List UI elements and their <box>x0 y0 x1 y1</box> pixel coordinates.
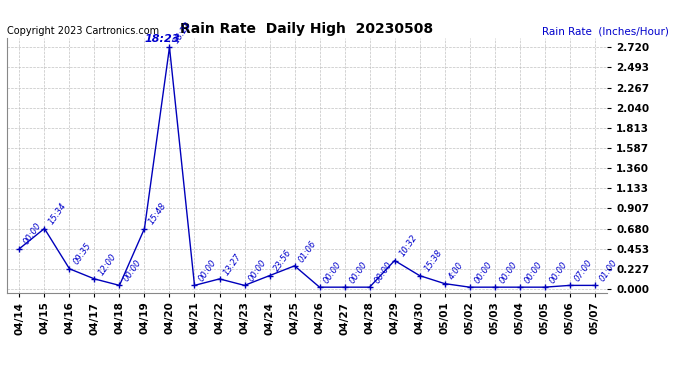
Text: Rain Rate  (Inches/Hour): Rain Rate (Inches/Hour) <box>542 26 669 36</box>
Text: 4:00: 4:00 <box>447 261 466 282</box>
Text: 12:00: 12:00 <box>97 252 119 277</box>
Text: 00:00: 00:00 <box>247 258 268 283</box>
Text: 13:27: 13:27 <box>222 252 244 277</box>
Text: 09:35: 09:35 <box>72 242 94 267</box>
Text: 10:32: 10:32 <box>397 233 419 258</box>
Text: 15:48: 15:48 <box>147 201 168 226</box>
Text: 00:00: 00:00 <box>547 260 569 285</box>
Text: 23:56: 23:56 <box>273 248 294 273</box>
Title: Rain Rate  Daily High  20230508: Rain Rate Daily High 20230508 <box>181 22 433 36</box>
Text: 00:00: 00:00 <box>22 221 43 246</box>
Text: 00:00: 00:00 <box>197 258 219 283</box>
Text: 00:00: 00:00 <box>522 260 544 285</box>
Text: 00:00: 00:00 <box>347 260 368 285</box>
Text: 01:06: 01:06 <box>297 238 319 264</box>
Text: 15:34: 15:34 <box>47 201 68 226</box>
Text: 00:00: 00:00 <box>497 260 519 285</box>
Text: 15:38: 15:38 <box>422 248 444 273</box>
Text: Copyright 2023 Cartronics.com: Copyright 2023 Cartronics.com <box>7 26 159 36</box>
Text: 01:00: 01:00 <box>598 258 619 283</box>
Text: 18:23: 18:23 <box>172 20 194 45</box>
Text: 00:00: 00:00 <box>322 260 344 285</box>
Text: 18:23: 18:23 <box>144 34 179 44</box>
Text: 00:00: 00:00 <box>373 260 394 285</box>
Text: 07:00: 07:00 <box>573 258 594 283</box>
Text: 00:00: 00:00 <box>122 258 144 283</box>
Text: 00:00: 00:00 <box>473 260 494 285</box>
